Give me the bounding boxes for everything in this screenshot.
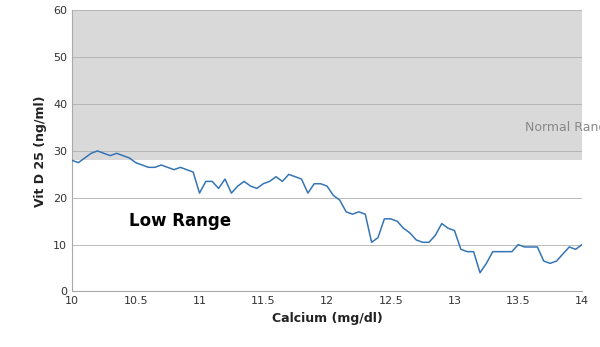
Bar — [72, 10, 582, 160]
Text: Normal Range: Normal Range — [524, 121, 600, 134]
X-axis label: Calcium (mg/dl): Calcium (mg/dl) — [272, 312, 382, 325]
Y-axis label: Vit D 25 (ng/ml): Vit D 25 (ng/ml) — [34, 95, 47, 207]
Text: Low Range: Low Range — [130, 212, 232, 230]
